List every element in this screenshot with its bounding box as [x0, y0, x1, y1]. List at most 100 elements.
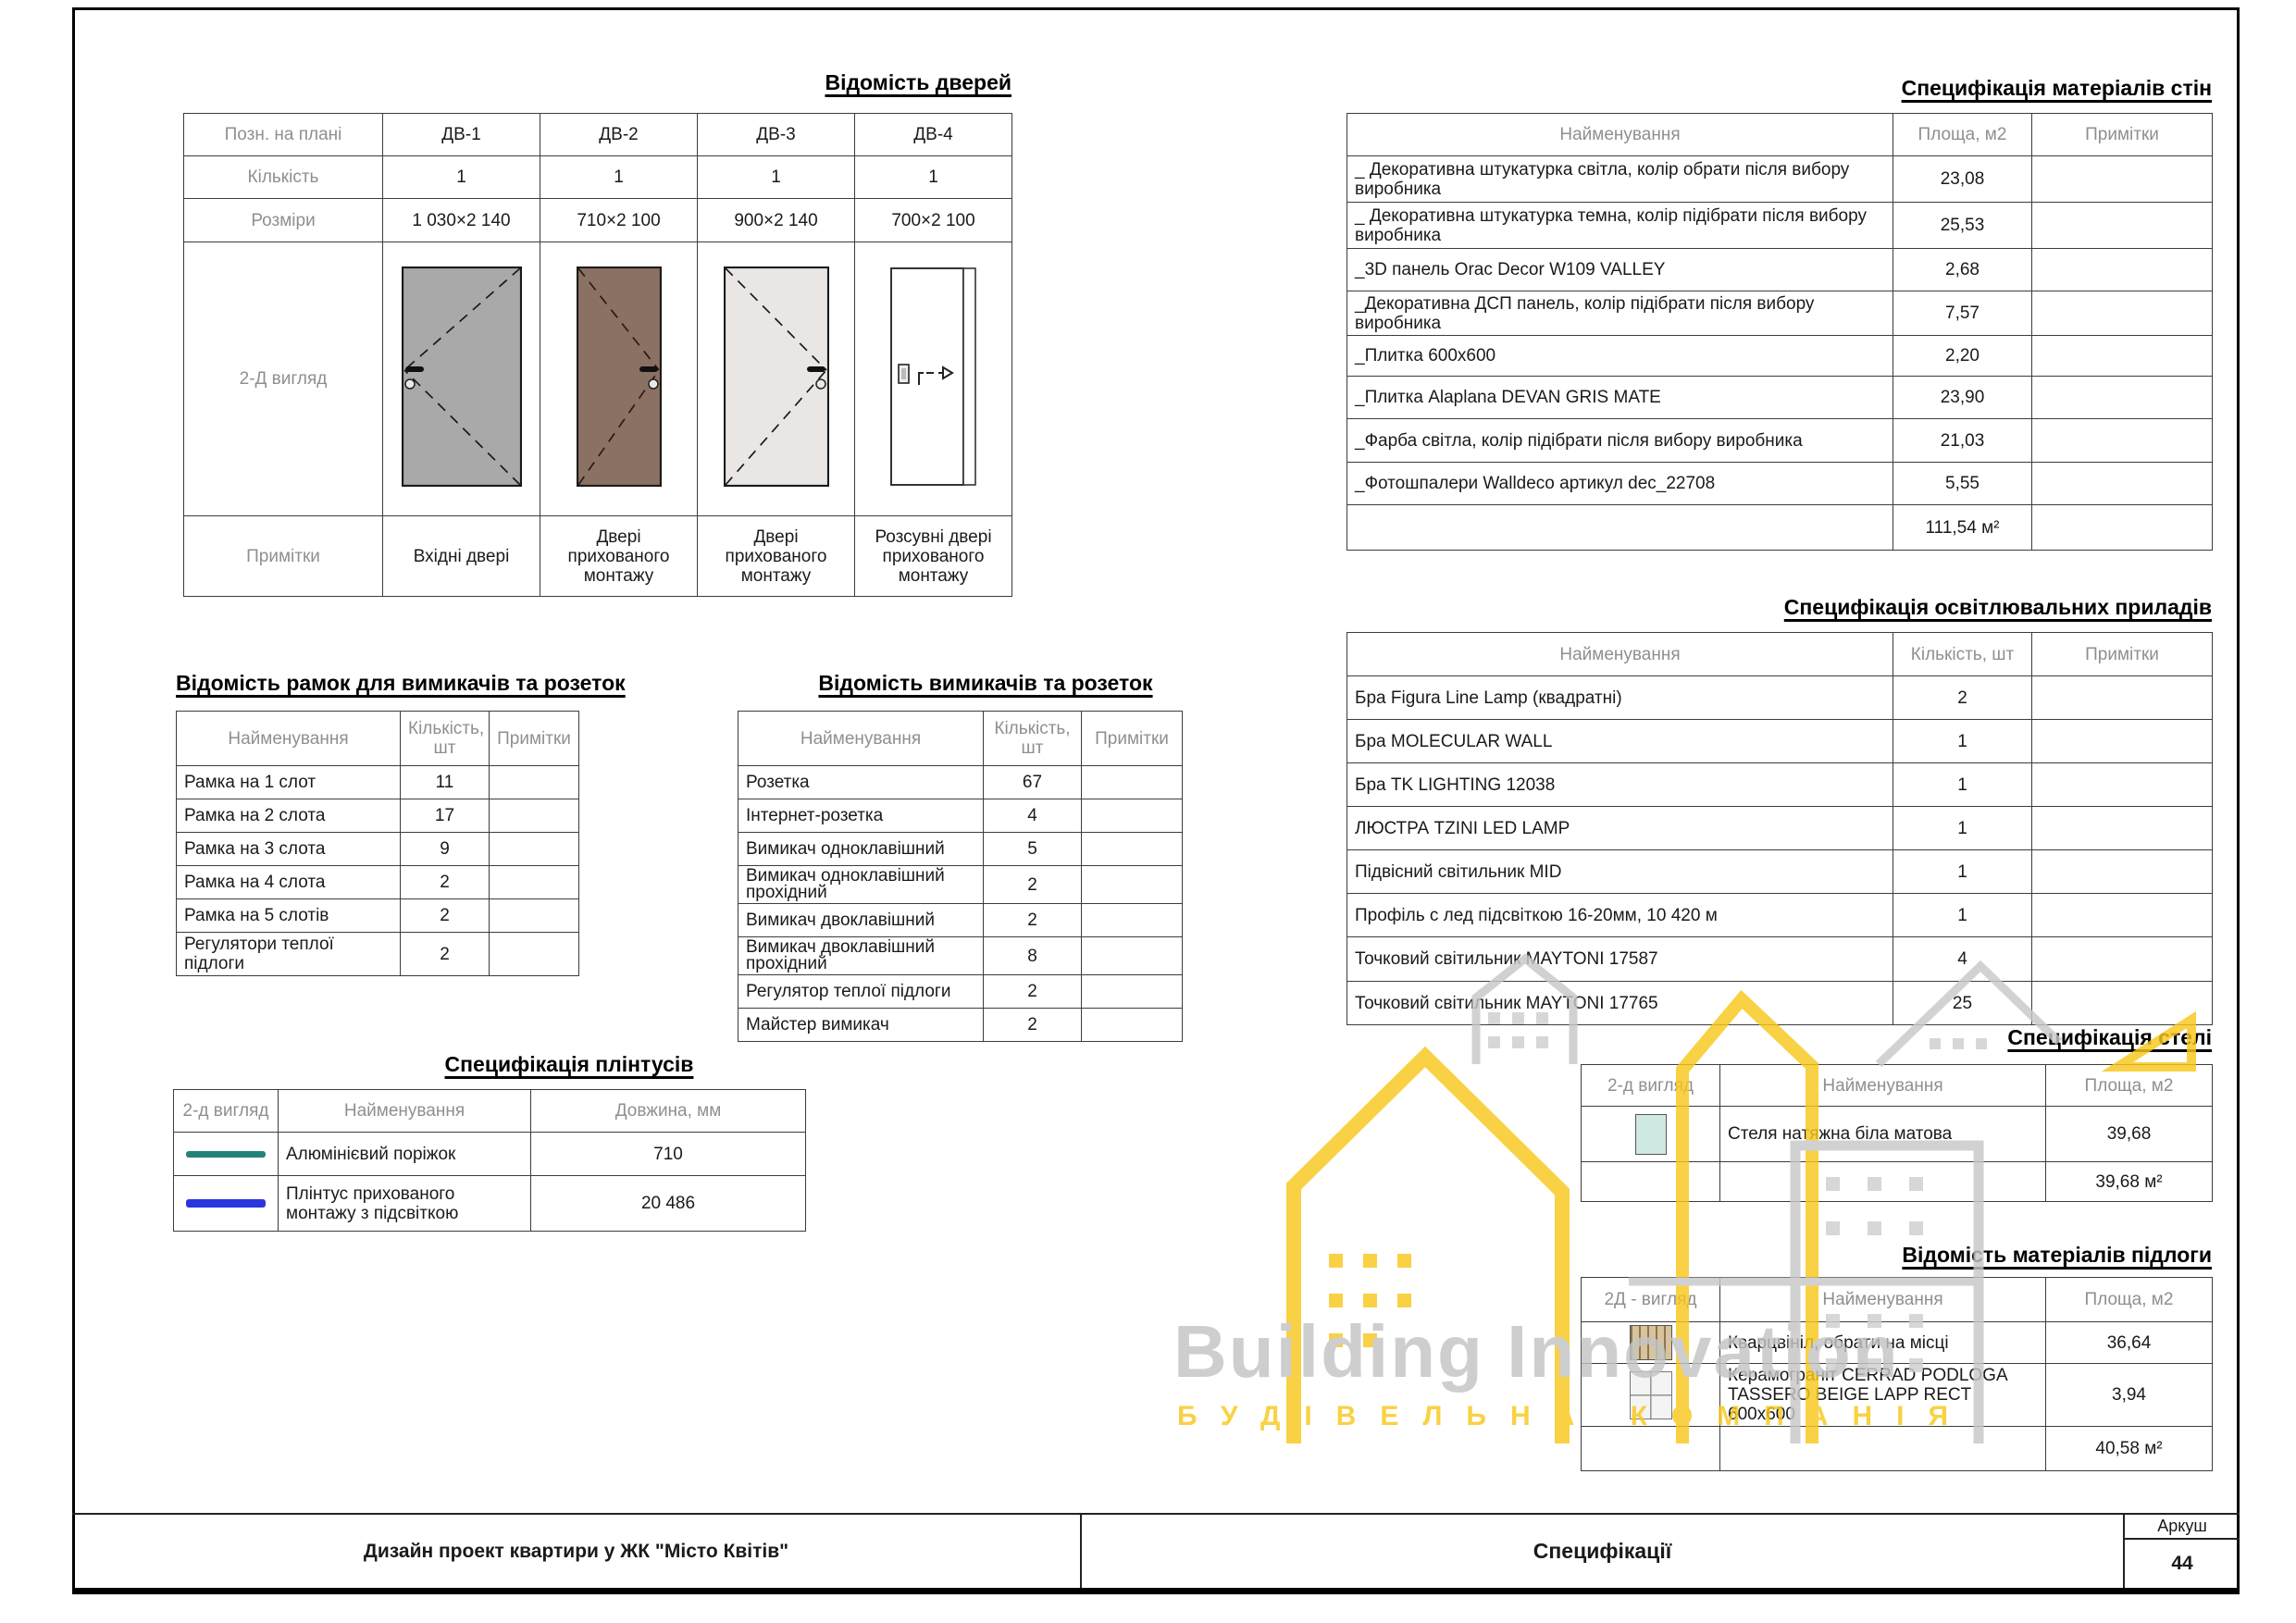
plinths-title: Специфікація плінтусів	[444, 1052, 694, 1076]
door-note: Двері прихованого монтажу	[540, 515, 698, 597]
title-block: Дизайн проект квартири у ЖК "Місто Квіті…	[72, 1513, 2240, 1594]
lighting-table: Найменування Кількість, шт Примітки Бра …	[1347, 632, 2213, 1025]
table-row: Розетка 67	[738, 765, 1183, 799]
plinth-swatch-blue	[185, 1199, 267, 1208]
door-size: 710×2 100	[540, 198, 698, 242]
table-row: Вимикач двоклавішний прохідний 8	[738, 936, 1183, 975]
floor-title: Відомість матеріалів підлоги	[1902, 1243, 2212, 1267]
door-qty: 1	[540, 155, 698, 199]
plinth-swatch-teal	[185, 1150, 267, 1158]
table-row: Бра MOLECULAR WALL 1	[1347, 719, 2213, 763]
door-size: 700×2 100	[854, 198, 1012, 242]
door-qty: 1	[854, 155, 1012, 199]
table-row: Вимикач одноклавішний прохідний 2	[738, 865, 1183, 904]
col-header-name: Найменування	[1719, 1277, 2046, 1322]
door-code: ДВ-4	[854, 113, 1012, 156]
table-row: _Декоративна ДСП панель, колір підібрати…	[1347, 291, 2213, 336]
door-qty: 1	[697, 155, 855, 199]
door-size: 1 030×2 140	[382, 198, 540, 242]
table-header-row: Найменування Кількість, шт Примітки	[1347, 632, 2213, 676]
door-code: ДВ-3	[697, 113, 855, 156]
col-header-name: Найменування	[1347, 632, 1893, 676]
table-row: ЛЮСТРА TZINI LED LAMP 1	[1347, 806, 2213, 850]
col-header-qty: Кількість, шт	[400, 711, 490, 766]
table-header-row: Найменування Кількість, шт Примітки	[176, 711, 579, 766]
col-header-qty: Кількість, шт	[1893, 632, 2032, 676]
table-row: Точковий світильник MAYTONI 17765 25	[1347, 981, 2213, 1025]
table-row: Рамка на 3 слота 9	[176, 832, 579, 866]
table-total-row: 39,68 м²	[1581, 1161, 2213, 1202]
col-header-area: Площа, м2	[2045, 1064, 2213, 1107]
table-row: Рамка на 5 слотів 2	[176, 898, 579, 933]
ceiling-table: 2-д вигляд Найменування Площа, м2 Стеля …	[1581, 1064, 2213, 1202]
table-row: Інтернет-розетка 4	[738, 799, 1183, 833]
sheet-label: Аркуш	[2125, 1515, 2240, 1540]
table-row: Вимикач двоклавішний 2	[738, 903, 1183, 937]
floor-swatch-tile	[1629, 1370, 1672, 1419]
door-drawing-dv1	[401, 266, 522, 488]
lighting-title: Специфікація освітлювальних приладів	[1783, 595, 2212, 619]
door-size: 900×2 140	[697, 198, 855, 242]
row-label: Кількість	[183, 155, 383, 199]
col-header-name: Найменування	[1347, 113, 1893, 156]
table-row: 2-Д вигляд	[183, 242, 1012, 516]
ceiling-swatch	[1634, 1113, 1667, 1155]
col-header-view: 2Д - вигляд	[1581, 1277, 1720, 1322]
ceiling-total-area: 39,68 м²	[2045, 1161, 2213, 1202]
table-row: Майстер вимикач 2	[738, 1008, 1183, 1042]
table-header-row: Найменування Кількість, шт Примітки	[738, 711, 1183, 766]
col-header-view: 2-д вигляд	[1581, 1064, 1720, 1107]
frames-table: Найменування Кількість, шт Примітки Рамк…	[176, 711, 579, 976]
table-row: _Фотошпалери Walldeco артикул dec_22708 5…	[1347, 462, 2213, 505]
table-row: Профіль с лед підсвіткою 16-20мм, 10 420…	[1347, 893, 2213, 937]
table-row: Рамка на 4 слота 2	[176, 865, 579, 899]
table-row: Розміри 1 030×2 140 710×2 100 900×2 140 …	[183, 198, 1012, 242]
door-note: Двері прихованого монтажу	[697, 515, 855, 597]
col-header-name: Найменування	[738, 711, 984, 766]
door-qty: 1	[382, 155, 540, 199]
table-row: Вимикач одноклавішний 5	[738, 832, 1183, 866]
row-label: Позн. на плані	[183, 113, 383, 156]
table-row: Стеля натяжна біла матова 39,68	[1581, 1106, 2213, 1162]
table-row: _3D панель Orac Decor W109 VALLEY 2,68	[1347, 248, 2213, 291]
col-header-name: Найменування	[176, 711, 401, 766]
col-header-notes: Примітки	[1081, 711, 1183, 766]
col-header-notes: Примітки	[2031, 632, 2213, 676]
table-header-row: 2-д вигляд Найменування Довжина, мм	[173, 1089, 806, 1133]
door-drawing-dv4	[889, 267, 976, 486]
table-row: Алюмінієвий поріжок 710	[173, 1132, 806, 1176]
table-row: Рамка на 2 слота 17	[176, 799, 579, 833]
table-row: _ Декоративна штукатурка світла, колір о…	[1347, 155, 2213, 203]
col-header-length: Довжина, мм	[530, 1089, 806, 1133]
floor-total-area: 40,58 м²	[2045, 1426, 2213, 1471]
switches-table: Найменування Кількість, шт Примітки Розе…	[738, 711, 1183, 1042]
col-header-name: Найменування	[1719, 1064, 2046, 1107]
doors-table-title: Відомість дверей	[825, 70, 1011, 94]
sheet-doc-title: Специфікації	[1533, 1539, 1672, 1563]
table-row: _Фарба світла, колір підібрати після виб…	[1347, 418, 2213, 463]
ceiling-title: Специфікація стелі	[2007, 1025, 2212, 1049]
table-row: Бра TK LIGHTING 12038 1	[1347, 762, 2213, 807]
col-header-view: 2-д вигляд	[173, 1089, 279, 1133]
table-row: Підвісний світильник MID 1	[1347, 849, 2213, 894]
table-row: Регулятори теплої підлоги 2	[176, 932, 579, 976]
door-note: Вхідні двері	[382, 515, 540, 597]
col-header-name: Найменування	[278, 1089, 531, 1133]
project-name: Дизайн проект квартири у ЖК "Місто Квіті…	[363, 1540, 789, 1562]
table-header-row: 2Д - вигляд Найменування Площа, м2	[1581, 1277, 2213, 1322]
sheet-number: 44	[2171, 1553, 2193, 1574]
floor-swatch-vinyl	[1629, 1325, 1672, 1360]
row-label: Розміри	[183, 198, 383, 242]
wall-total-area: 111,54 м²	[1893, 504, 2032, 551]
table-header-row: 2-д вигляд Найменування Площа, м2	[1581, 1064, 2213, 1107]
wall-materials-title: Специфікація матеріалів стін	[1901, 76, 2212, 100]
table-row: Плінтус прихованого монтажу з підсвіткою…	[173, 1175, 806, 1232]
frames-title: Відомість рамок для вимикачів та розеток	[176, 671, 626, 695]
door-note: Розсувні двері прихованого монтажу	[854, 515, 1012, 597]
wall-materials-table: Найменування Площа, м2 Примітки _ Декора…	[1347, 113, 2213, 551]
table-row: Кількість 1 1 1 1	[183, 155, 1012, 199]
col-header-notes: Примітки	[2031, 113, 2213, 156]
door-code: ДВ-1	[382, 113, 540, 156]
col-header-area: Площа, м2	[1893, 113, 2032, 156]
table-row: Керамограніт CERRAD PODLOGA TASSERO BEIG…	[1581, 1363, 2213, 1427]
